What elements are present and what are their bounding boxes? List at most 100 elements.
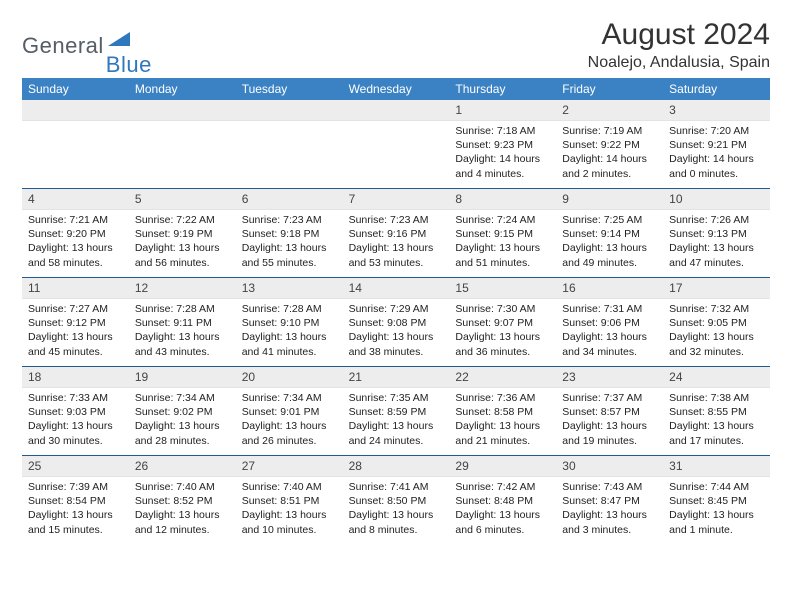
sunset-text: Sunset: 9:01 PM	[242, 405, 337, 419]
day-cell: 3Sunrise: 7:20 AMSunset: 9:21 PMDaylight…	[663, 100, 770, 188]
day-body: Sunrise: 7:21 AMSunset: 9:20 PMDaylight:…	[22, 210, 129, 274]
month-title: August 2024	[588, 18, 770, 52]
day-number: 31	[663, 456, 770, 477]
day-body: Sunrise: 7:28 AMSunset: 9:11 PMDaylight:…	[129, 299, 236, 363]
sunset-text: Sunset: 9:08 PM	[349, 316, 444, 330]
day-cell: 10Sunrise: 7:26 AMSunset: 9:13 PMDayligh…	[663, 189, 770, 277]
sunset-text: Sunset: 8:58 PM	[455, 405, 550, 419]
sunrise-text: Sunrise: 7:21 AM	[28, 213, 123, 227]
sunrise-text: Sunrise: 7:27 AM	[28, 302, 123, 316]
header-row: General Blue August 2024 Noalejo, Andalu…	[22, 18, 770, 72]
day-cell	[129, 100, 236, 188]
sunset-text: Sunset: 9:05 PM	[669, 316, 764, 330]
day-body: Sunrise: 7:40 AMSunset: 8:52 PMDaylight:…	[129, 477, 236, 541]
daylight-text: Daylight: 14 hours and 2 minutes.	[562, 152, 657, 180]
brand-part1: General	[22, 33, 104, 59]
sunrise-text: Sunrise: 7:38 AM	[669, 391, 764, 405]
day-number: 19	[129, 367, 236, 388]
sunset-text: Sunset: 9:21 PM	[669, 138, 764, 152]
daylight-text: Daylight: 13 hours and 34 minutes.	[562, 330, 657, 358]
day-cell: 17Sunrise: 7:32 AMSunset: 9:05 PMDayligh…	[663, 278, 770, 366]
sunset-text: Sunset: 9:11 PM	[135, 316, 230, 330]
week-row: 18Sunrise: 7:33 AMSunset: 9:03 PMDayligh…	[22, 366, 770, 455]
daylight-text: Daylight: 13 hours and 8 minutes.	[349, 508, 444, 536]
day-body: Sunrise: 7:28 AMSunset: 9:10 PMDaylight:…	[236, 299, 343, 363]
day-body: Sunrise: 7:25 AMSunset: 9:14 PMDaylight:…	[556, 210, 663, 274]
day-body	[22, 121, 129, 128]
calendar-page: General Blue August 2024 Noalejo, Andalu…	[0, 0, 792, 554]
day-body: Sunrise: 7:34 AMSunset: 9:01 PMDaylight:…	[236, 388, 343, 452]
daylight-text: Daylight: 14 hours and 0 minutes.	[669, 152, 764, 180]
day-body: Sunrise: 7:29 AMSunset: 9:08 PMDaylight:…	[343, 299, 450, 363]
day-number: 30	[556, 456, 663, 477]
brand-triangle-icon	[108, 30, 132, 48]
day-body: Sunrise: 7:40 AMSunset: 8:51 PMDaylight:…	[236, 477, 343, 541]
day-body: Sunrise: 7:34 AMSunset: 9:02 PMDaylight:…	[129, 388, 236, 452]
day-cell: 5Sunrise: 7:22 AMSunset: 9:19 PMDaylight…	[129, 189, 236, 277]
day-number	[22, 100, 129, 121]
day-number: 10	[663, 189, 770, 210]
sunset-text: Sunset: 9:15 PM	[455, 227, 550, 241]
day-body: Sunrise: 7:23 AMSunset: 9:18 PMDaylight:…	[236, 210, 343, 274]
daylight-text: Daylight: 13 hours and 32 minutes.	[669, 330, 764, 358]
day-body: Sunrise: 7:41 AMSunset: 8:50 PMDaylight:…	[343, 477, 450, 541]
day-cell: 12Sunrise: 7:28 AMSunset: 9:11 PMDayligh…	[129, 278, 236, 366]
sunrise-text: Sunrise: 7:40 AM	[135, 480, 230, 494]
sunset-text: Sunset: 9:22 PM	[562, 138, 657, 152]
sunrise-text: Sunrise: 7:23 AM	[242, 213, 337, 227]
sunset-text: Sunset: 8:59 PM	[349, 405, 444, 419]
day-cell: 28Sunrise: 7:41 AMSunset: 8:50 PMDayligh…	[343, 456, 450, 544]
sunrise-text: Sunrise: 7:28 AM	[135, 302, 230, 316]
weeks-container: 1Sunrise: 7:18 AMSunset: 9:23 PMDaylight…	[22, 100, 770, 544]
weekday-header: Monday	[129, 78, 236, 100]
sunset-text: Sunset: 8:54 PM	[28, 494, 123, 508]
day-number: 9	[556, 189, 663, 210]
day-number: 8	[449, 189, 556, 210]
day-number: 27	[236, 456, 343, 477]
daylight-text: Daylight: 13 hours and 3 minutes.	[562, 508, 657, 536]
sunset-text: Sunset: 8:51 PM	[242, 494, 337, 508]
sunset-text: Sunset: 8:48 PM	[455, 494, 550, 508]
sunset-text: Sunset: 9:20 PM	[28, 227, 123, 241]
sunset-text: Sunset: 9:03 PM	[28, 405, 123, 419]
sunrise-text: Sunrise: 7:22 AM	[135, 213, 230, 227]
day-body: Sunrise: 7:42 AMSunset: 8:48 PMDaylight:…	[449, 477, 556, 541]
daylight-text: Daylight: 13 hours and 47 minutes.	[669, 241, 764, 269]
weekday-header: Friday	[556, 78, 663, 100]
day-cell: 24Sunrise: 7:38 AMSunset: 8:55 PMDayligh…	[663, 367, 770, 455]
weekday-header-row: Sunday Monday Tuesday Wednesday Thursday…	[22, 78, 770, 100]
day-body: Sunrise: 7:22 AMSunset: 9:19 PMDaylight:…	[129, 210, 236, 274]
day-cell: 2Sunrise: 7:19 AMSunset: 9:22 PMDaylight…	[556, 100, 663, 188]
sunrise-text: Sunrise: 7:26 AM	[669, 213, 764, 227]
weekday-header: Tuesday	[236, 78, 343, 100]
day-cell: 1Sunrise: 7:18 AMSunset: 9:23 PMDaylight…	[449, 100, 556, 188]
sunset-text: Sunset: 9:23 PM	[455, 138, 550, 152]
sunrise-text: Sunrise: 7:37 AM	[562, 391, 657, 405]
sunset-text: Sunset: 8:55 PM	[669, 405, 764, 419]
day-number: 28	[343, 456, 450, 477]
daylight-text: Daylight: 13 hours and 6 minutes.	[455, 508, 550, 536]
day-body: Sunrise: 7:37 AMSunset: 8:57 PMDaylight:…	[556, 388, 663, 452]
day-body: Sunrise: 7:36 AMSunset: 8:58 PMDaylight:…	[449, 388, 556, 452]
day-body: Sunrise: 7:26 AMSunset: 9:13 PMDaylight:…	[663, 210, 770, 274]
day-cell: 15Sunrise: 7:30 AMSunset: 9:07 PMDayligh…	[449, 278, 556, 366]
title-block: August 2024 Noalejo, Andalusia, Spain	[588, 18, 770, 72]
sunrise-text: Sunrise: 7:30 AM	[455, 302, 550, 316]
brand-part2: Blue	[106, 52, 152, 78]
day-cell: 31Sunrise: 7:44 AMSunset: 8:45 PMDayligh…	[663, 456, 770, 544]
sunrise-text: Sunrise: 7:41 AM	[349, 480, 444, 494]
day-body	[129, 121, 236, 128]
day-cell: 14Sunrise: 7:29 AMSunset: 9:08 PMDayligh…	[343, 278, 450, 366]
day-number	[129, 100, 236, 121]
day-number: 3	[663, 100, 770, 121]
daylight-text: Daylight: 13 hours and 58 minutes.	[28, 241, 123, 269]
day-body: Sunrise: 7:35 AMSunset: 8:59 PMDaylight:…	[343, 388, 450, 452]
sunrise-text: Sunrise: 7:32 AM	[669, 302, 764, 316]
day-number: 22	[449, 367, 556, 388]
weekday-header: Thursday	[449, 78, 556, 100]
day-cell: 6Sunrise: 7:23 AMSunset: 9:18 PMDaylight…	[236, 189, 343, 277]
daylight-text: Daylight: 13 hours and 26 minutes.	[242, 419, 337, 447]
sunset-text: Sunset: 9:16 PM	[349, 227, 444, 241]
day-cell: 21Sunrise: 7:35 AMSunset: 8:59 PMDayligh…	[343, 367, 450, 455]
day-number: 26	[129, 456, 236, 477]
